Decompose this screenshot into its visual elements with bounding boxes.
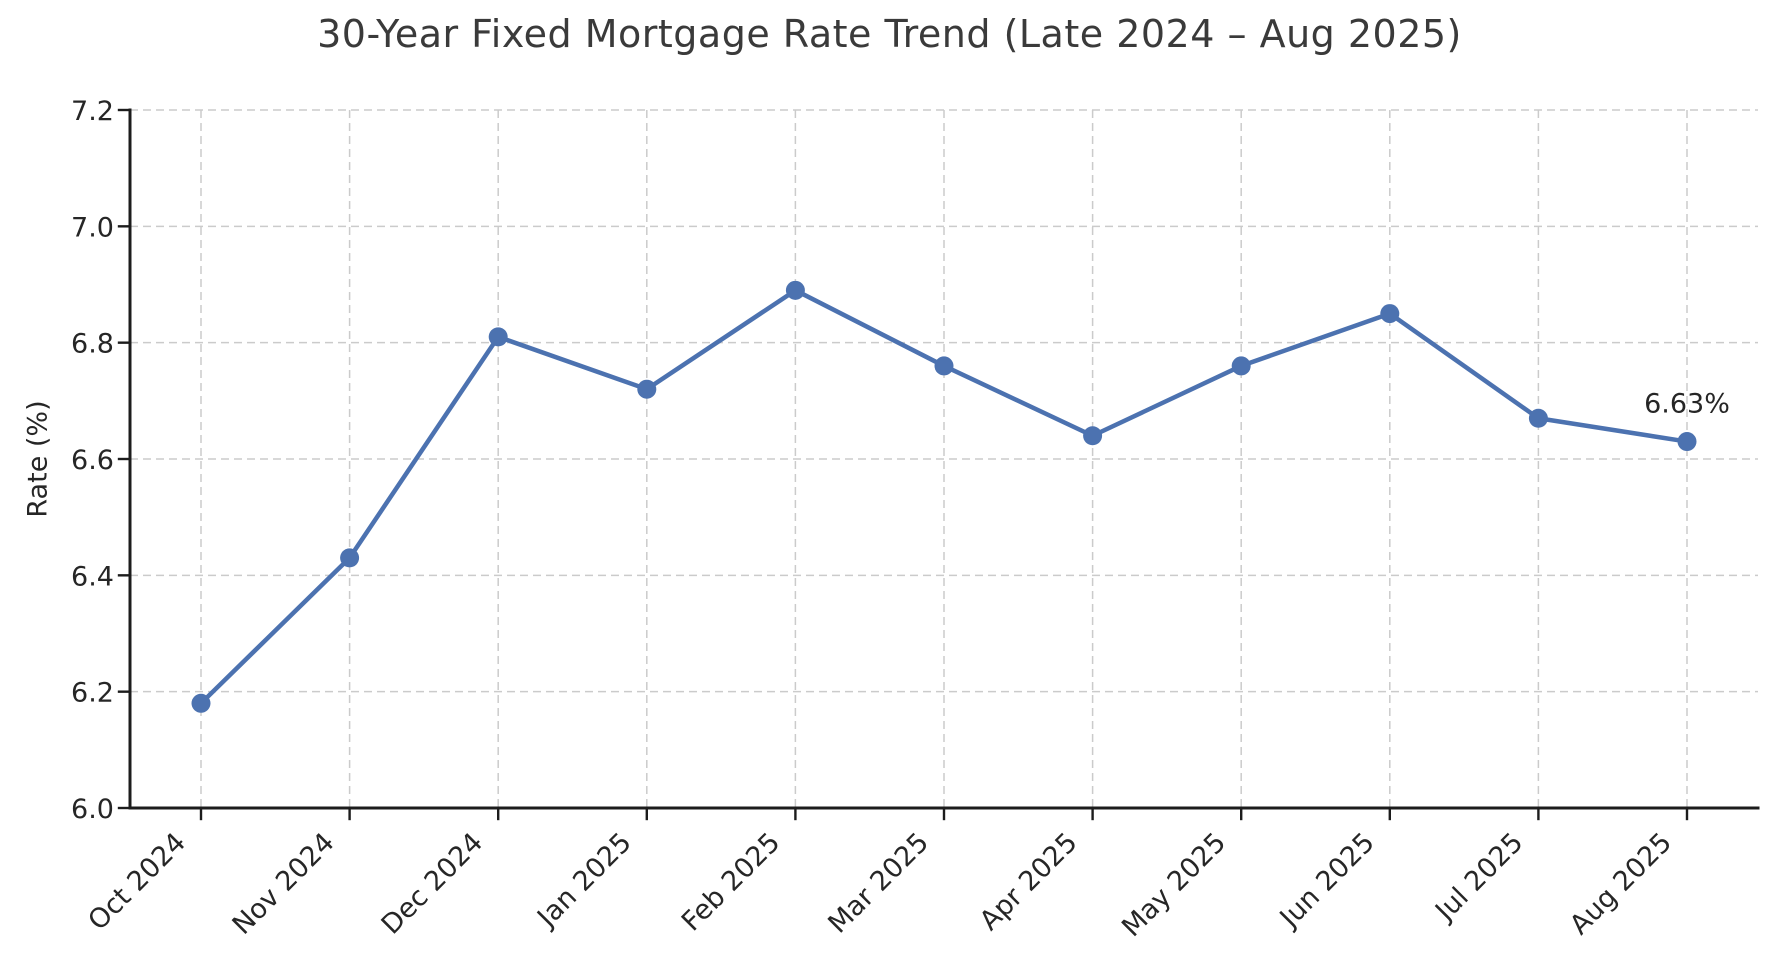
data-point (934, 356, 954, 376)
data-point (637, 379, 657, 399)
data-point (1083, 426, 1103, 446)
y-tick-label: 6.0 (71, 794, 114, 825)
data-point (1677, 432, 1697, 452)
x-tick-label: Oct 2024 (82, 827, 192, 937)
data-point (1380, 304, 1400, 324)
x-tick-label: Apr 2025 (974, 827, 1084, 937)
x-tick-labels: Oct 2024 Nov 2024 Dec 2024 Jan 2025 Feb 2025… (82, 827, 1678, 943)
axes (117, 108, 1760, 821)
x-tick-label: Jul 2025 (1428, 827, 1529, 928)
data-point (1231, 356, 1251, 376)
data-point (785, 280, 805, 300)
data-point (340, 548, 360, 568)
chart-title: 30-Year Fixed Mortgage Rate Trend (Late … (317, 12, 1462, 56)
y-tick-labels: 6.0 6.2 6.4 6.6 6.8 7.0 7.2 (71, 96, 114, 825)
y-tick-label: 6.6 (71, 445, 114, 476)
gridlines (130, 109, 1758, 809)
y-tick-label: 7.2 (71, 96, 114, 127)
data-point (191, 693, 211, 713)
rate-line (198, 288, 1690, 706)
y-tick-label: 7.0 (71, 212, 114, 243)
x-tick-label: Dec 2024 (376, 827, 490, 941)
x-tick-label: Mar 2025 (822, 827, 935, 940)
y-tick-label: 6.4 (71, 561, 114, 592)
x-tick-label: Jan 2025 (530, 827, 637, 934)
x-tick-label: May 2025 (1116, 827, 1232, 943)
last-value-annotation: 6.63% (1644, 389, 1730, 420)
x-tick-label: Nov 2024 (227, 827, 341, 941)
data-point (488, 327, 508, 347)
data-point (1528, 408, 1548, 428)
y-tick-label: 6.2 (71, 678, 114, 709)
x-tick-label: Feb 2025 (676, 827, 786, 937)
x-tick-label: Aug 2025 (1564, 827, 1678, 941)
data-points (191, 280, 1697, 713)
y-tick-label: 6.8 (71, 329, 114, 360)
x-tick-label: Jun 2025 (1273, 827, 1381, 935)
